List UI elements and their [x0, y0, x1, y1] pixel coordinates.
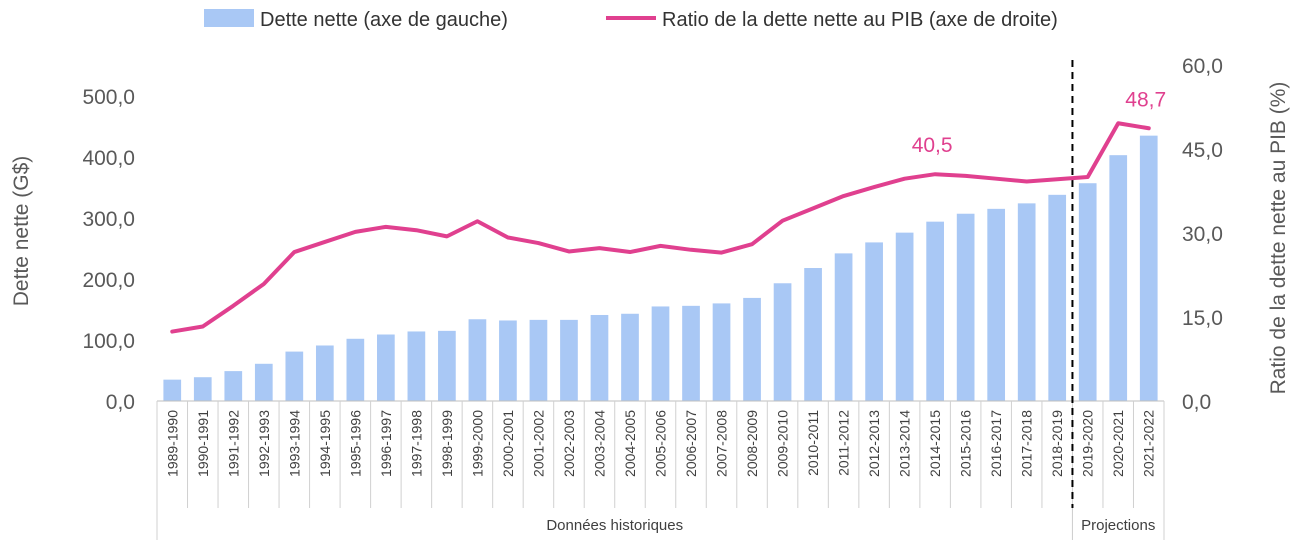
bar — [407, 331, 426, 401]
x-tick-label: 2018-2019 — [1049, 410, 1065, 477]
bar — [926, 221, 944, 401]
x-tick-label: 2017-2018 — [1019, 410, 1035, 477]
x-tick-label: 2012-2013 — [866, 410, 882, 477]
bar — [529, 319, 548, 401]
x-tick-label: 2009-2010 — [775, 410, 791, 477]
bar — [804, 268, 822, 401]
x-tick-label: 1994-1995 — [317, 410, 333, 477]
x-tick-label: 2014-2015 — [927, 410, 943, 477]
bar — [163, 379, 182, 401]
x-tick-label: 1997-1998 — [408, 410, 424, 477]
bar — [773, 283, 792, 401]
y-tick-label-right: 60,0 — [1182, 55, 1223, 78]
data-label: 40,5 — [912, 134, 953, 157]
bar — [468, 319, 487, 401]
bar — [865, 242, 883, 401]
x-tick-label: 1999-2000 — [469, 410, 485, 477]
x-tick-label: 1993-1994 — [286, 410, 302, 477]
bar — [1048, 194, 1067, 401]
y-tick-label-left: 100,0 — [82, 330, 135, 353]
bar — [682, 305, 700, 401]
y-tick-label-right: 0,0 — [1182, 391, 1211, 414]
y-tick-label-right: 30,0 — [1182, 223, 1223, 246]
y-tick-label-left: 400,0 — [82, 147, 135, 170]
x-tick-label: 2000-2001 — [500, 410, 516, 477]
y-tick-label-left: 200,0 — [82, 269, 135, 292]
bar — [438, 330, 456, 401]
x-tick-label: 2001-2002 — [530, 410, 546, 477]
y-tick-label-left: 500,0 — [82, 86, 135, 109]
x-tick-label: 2008-2009 — [744, 410, 760, 477]
group-label: Projections — [1081, 517, 1155, 534]
x-tick-label: 1992-1993 — [256, 410, 272, 477]
bar — [743, 297, 761, 401]
x-tick-label: 2010-2011 — [805, 410, 821, 476]
legend-label-line: Ratio de la dette nette au PIB (axe de d… — [662, 9, 1058, 31]
x-tick-label: 2002-2003 — [561, 410, 577, 477]
x-tick-label: 1995-1996 — [347, 410, 363, 477]
x-tick-label: 2007-2008 — [714, 410, 730, 477]
y-axis-title-left: Dette nette (G$) — [10, 156, 33, 307]
bar — [1017, 203, 1036, 401]
bar — [560, 319, 578, 401]
bar — [895, 232, 914, 401]
y-tick-label-left: 300,0 — [82, 208, 135, 231]
x-tick-label: 1990-1991 — [195, 410, 211, 477]
x-tick-label: 2015-2016 — [958, 410, 974, 477]
x-tick-label: 2006-2007 — [683, 410, 699, 477]
y-tick-label-right: 45,0 — [1182, 139, 1223, 162]
x-tick-label: 2021-2022 — [1141, 410, 1157, 477]
x-tick-label: 1998-1999 — [439, 410, 455, 477]
legend: Dette nette (axe de gauche) Ratio de la … — [204, 9, 1058, 31]
x-tick-label: 2011-2012 — [836, 410, 852, 476]
legend-swatch-bar — [204, 9, 254, 27]
bar — [590, 314, 609, 401]
bar — [499, 320, 517, 401]
plot-area: 0,0 100,0 200,0 300,0 400,0 500,0 0,0 15,0 30,0 4… — [82, 55, 1223, 540]
x-tick-label: 2019-2020 — [1080, 410, 1096, 477]
x-tick-label: 1996-1997 — [378, 410, 394, 477]
x-tick-label: 2020-2021 — [1110, 410, 1126, 477]
bar — [285, 351, 304, 401]
legend-label-bar: Dette nette (axe de gauche) — [260, 9, 508, 31]
x-tick-label: 2004-2005 — [622, 410, 638, 477]
bar — [1078, 183, 1097, 401]
x-tick-label: 2013-2014 — [897, 410, 913, 477]
bar — [987, 208, 1006, 401]
y-tick-label-right: 15,0 — [1182, 307, 1223, 330]
x-tick-label: 1991-1992 — [225, 410, 241, 477]
bar — [621, 313, 639, 401]
bar — [712, 303, 731, 401]
bar — [1109, 155, 1128, 401]
data-label: 48,7 — [1125, 88, 1166, 111]
bar — [193, 377, 212, 401]
bar — [834, 253, 853, 401]
x-tick-label: 2005-2006 — [653, 410, 669, 477]
bar — [346, 338, 365, 401]
bar — [315, 345, 334, 401]
group-label: Données historiques — [546, 517, 683, 534]
x-tick-label: 1989-1990 — [164, 410, 180, 477]
y-tick-label-left: 0,0 — [106, 391, 135, 414]
x-tick-label: 2003-2004 — [591, 410, 607, 477]
bar — [254, 363, 273, 401]
y-axis-title-right: Ratio de la dette nette au PIB (%) — [1267, 82, 1290, 395]
bar — [1139, 135, 1158, 401]
bar — [377, 334, 395, 401]
bar — [224, 371, 243, 401]
x-tick-label: 2016-2017 — [988, 410, 1004, 477]
bar — [956, 213, 975, 401]
bar — [651, 306, 670, 401]
line-series-ratio — [170, 121, 1151, 334]
